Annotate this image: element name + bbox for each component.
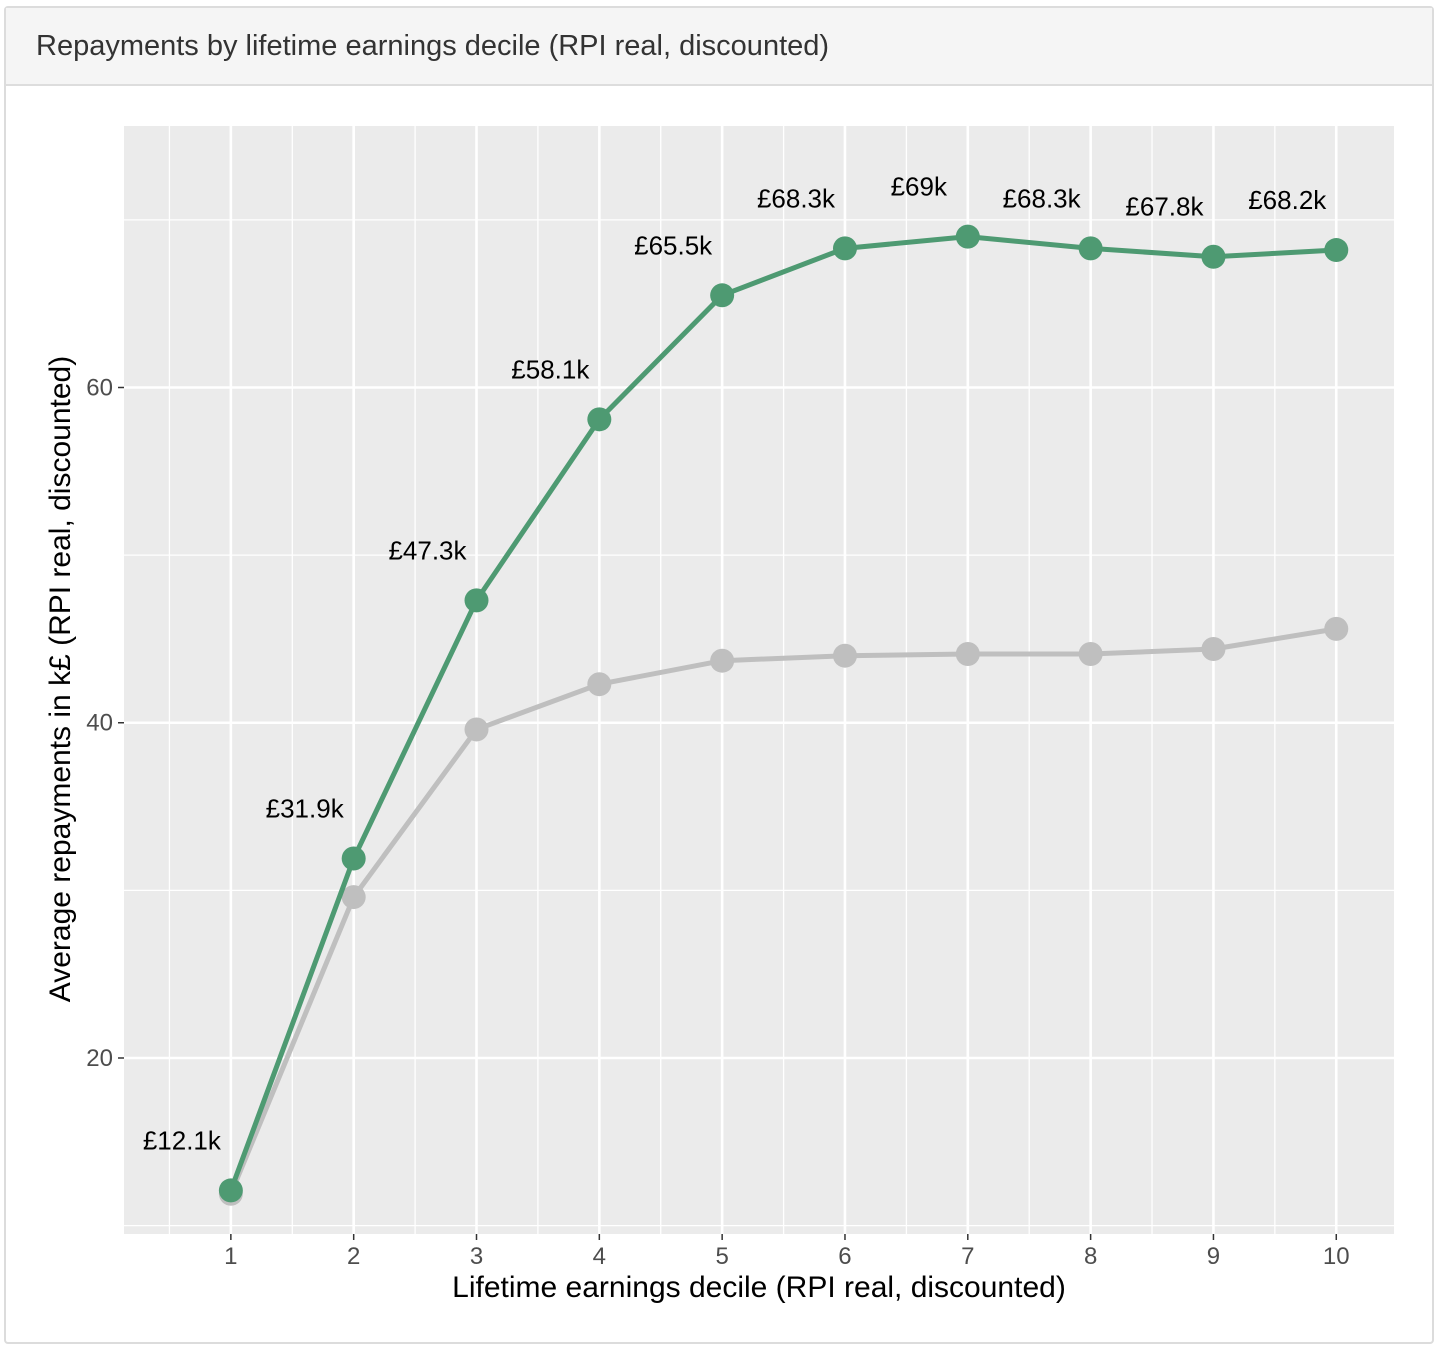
data-point — [955, 224, 980, 249]
series-line — [228, 626, 1337, 1195]
x-axis: 1 2 3 4 5 6 7 8 9 10 — [224, 1234, 1350, 1270]
data-point — [1324, 238, 1349, 263]
minor-gridlines-y — [124, 219, 1394, 1227]
x-tick-label: 6 — [838, 1243, 851, 1270]
data-label: £67.8k — [1125, 192, 1204, 222]
data-point — [341, 846, 366, 871]
data-point — [587, 672, 612, 697]
x-tick-label: 1 — [224, 1243, 237, 1270]
data-point — [710, 283, 735, 308]
data-point — [832, 236, 857, 261]
data-label: £47.3k — [388, 535, 467, 565]
data-label: £31.9k — [266, 794, 345, 824]
y-axis: 20 40 60 — [86, 374, 124, 1072]
x-tick-label: 3 — [470, 1243, 483, 1270]
data-label: £68.3k — [1003, 183, 1082, 213]
data-point — [464, 717, 489, 742]
data-point — [1078, 236, 1103, 261]
series-layer — [218, 224, 1349, 1206]
x-tick-label: 10 — [1323, 1243, 1350, 1270]
x-tick-label: 5 — [715, 1243, 728, 1270]
data-point — [1078, 642, 1103, 667]
data-point — [1201, 244, 1226, 269]
data-point — [1201, 636, 1226, 661]
data-point — [955, 642, 980, 667]
x-tick-label: 8 — [1084, 1243, 1097, 1270]
y-tick-label: 20 — [86, 1045, 113, 1072]
card-header: Repayments by lifetime earnings decile (… — [6, 8, 1432, 86]
data-label: £65.5k — [634, 230, 713, 260]
x-tick-label: 9 — [1207, 1243, 1220, 1270]
x-axis-title: Lifetime earnings decile (RPI real, disc… — [452, 1271, 1066, 1304]
data-label-layer: £12.1k £31.9k £47.3k £58.1k £65.5k £68.3k £69k… — [143, 172, 1327, 1156]
data-point — [710, 648, 735, 673]
data-label: £12.1k — [143, 1125, 222, 1155]
major-gridlines-x — [229, 126, 1338, 1234]
data-point — [832, 643, 857, 668]
series-line — [228, 234, 1337, 1192]
x-tick-label: 2 — [347, 1243, 360, 1270]
data-label: £69k — [891, 172, 948, 202]
plot-panel — [124, 126, 1394, 1234]
x-tick-label: 7 — [961, 1243, 974, 1270]
data-label: £58.1k — [511, 354, 590, 384]
y-tick-label: 40 — [86, 710, 113, 737]
y-axis-title: Average repayments in k£ (RPI real, disc… — [44, 356, 77, 1002]
data-label: £68.3k — [757, 183, 836, 213]
x-tick-label: 4 — [593, 1243, 606, 1270]
card-title: Repayments by lifetime earnings decile (… — [36, 29, 830, 62]
data-point — [1324, 616, 1349, 641]
major-gridlines-y — [124, 386, 1394, 1060]
series-1 — [218, 224, 1349, 1203]
data-point — [587, 407, 612, 432]
data-point — [464, 588, 489, 613]
data-label: £68.2k — [1248, 185, 1327, 215]
data-point — [341, 885, 366, 910]
y-tick-label: 60 — [86, 374, 113, 401]
data-point — [218, 1178, 243, 1203]
